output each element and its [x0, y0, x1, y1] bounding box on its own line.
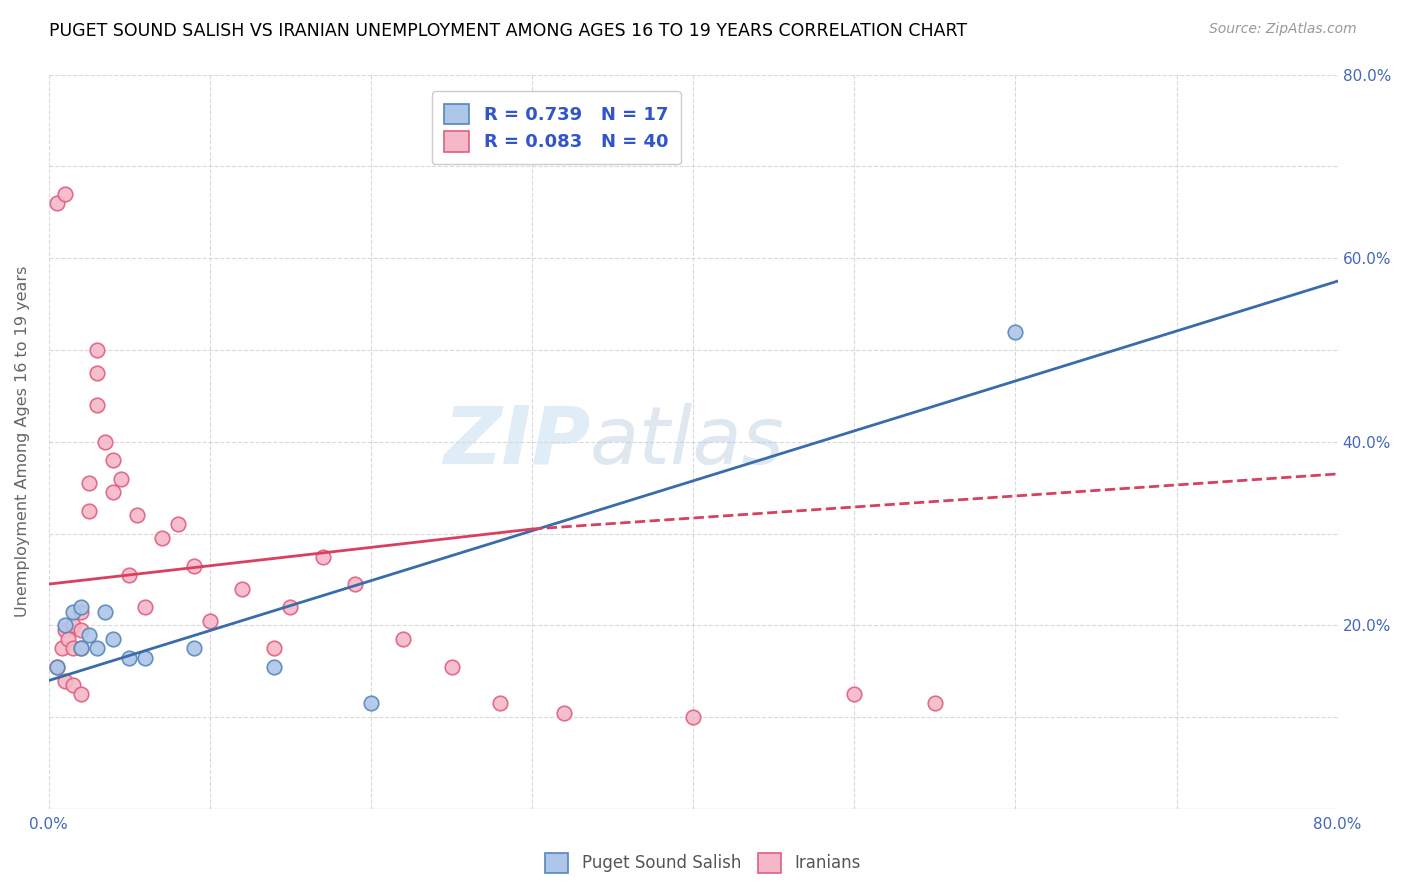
Point: [844, 687, 866, 701]
Point: [94, 434, 117, 449]
Text: PUGET SOUND SALISH VS IRANIAN UNEMPLOYMENT AMONG AGES 16 TO 19 YEARS CORRELATION: PUGET SOUND SALISH VS IRANIAN UNEMPLOYME…: [49, 22, 967, 40]
Point: [86, 343, 108, 357]
Point: [77, 503, 100, 517]
Point: [110, 471, 132, 485]
Point: [94, 605, 117, 619]
Point: [70, 687, 93, 701]
Point: [53, 673, 76, 688]
Point: [127, 508, 149, 523]
Point: [70, 623, 93, 637]
Point: [134, 650, 156, 665]
Point: [53, 186, 76, 201]
Point: [103, 632, 125, 647]
Point: [198, 614, 221, 628]
Point: [440, 659, 463, 673]
Point: [86, 398, 108, 412]
Point: [45, 196, 67, 211]
Point: [77, 476, 100, 491]
Point: [183, 641, 205, 656]
Point: [183, 558, 205, 573]
Point: [70, 641, 93, 656]
Point: [118, 650, 141, 665]
Point: [392, 632, 415, 647]
Legend: R = 0.739   N = 17, R = 0.083   N = 40: R = 0.739 N = 17, R = 0.083 N = 40: [432, 91, 681, 164]
Text: atlas: atlas: [591, 403, 785, 481]
Point: [924, 697, 946, 711]
Point: [1004, 325, 1026, 339]
Point: [489, 697, 512, 711]
Point: [150, 531, 173, 545]
Point: [56, 632, 79, 647]
Point: [280, 600, 302, 615]
Point: [231, 582, 253, 596]
Point: [118, 568, 141, 582]
Point: [134, 600, 156, 615]
Point: [70, 641, 93, 656]
Point: [70, 605, 93, 619]
Point: [86, 641, 108, 656]
Text: ZIP: ZIP: [443, 403, 591, 481]
Legend: Puget Sound Salish, Iranians: Puget Sound Salish, Iranians: [538, 847, 868, 880]
Point: [682, 710, 704, 724]
Point: [62, 678, 84, 692]
Y-axis label: Unemployment Among Ages 16 to 19 years: Unemployment Among Ages 16 to 19 years: [15, 266, 30, 617]
Point: [77, 627, 100, 641]
Point: [86, 366, 108, 380]
Point: [311, 549, 333, 564]
Point: [62, 641, 84, 656]
Text: Source: ZipAtlas.com: Source: ZipAtlas.com: [1209, 22, 1357, 37]
Point: [70, 600, 93, 615]
Point: [343, 577, 366, 591]
Point: [263, 641, 285, 656]
Point: [45, 659, 67, 673]
Point: [553, 706, 575, 720]
Point: [62, 618, 84, 632]
Point: [62, 605, 84, 619]
Point: [103, 453, 125, 467]
Point: [53, 623, 76, 637]
Point: [360, 697, 382, 711]
Point: [51, 641, 73, 656]
Point: [45, 659, 67, 673]
Point: [103, 485, 125, 500]
Point: [166, 517, 188, 532]
Point: [53, 618, 76, 632]
Point: [263, 659, 285, 673]
